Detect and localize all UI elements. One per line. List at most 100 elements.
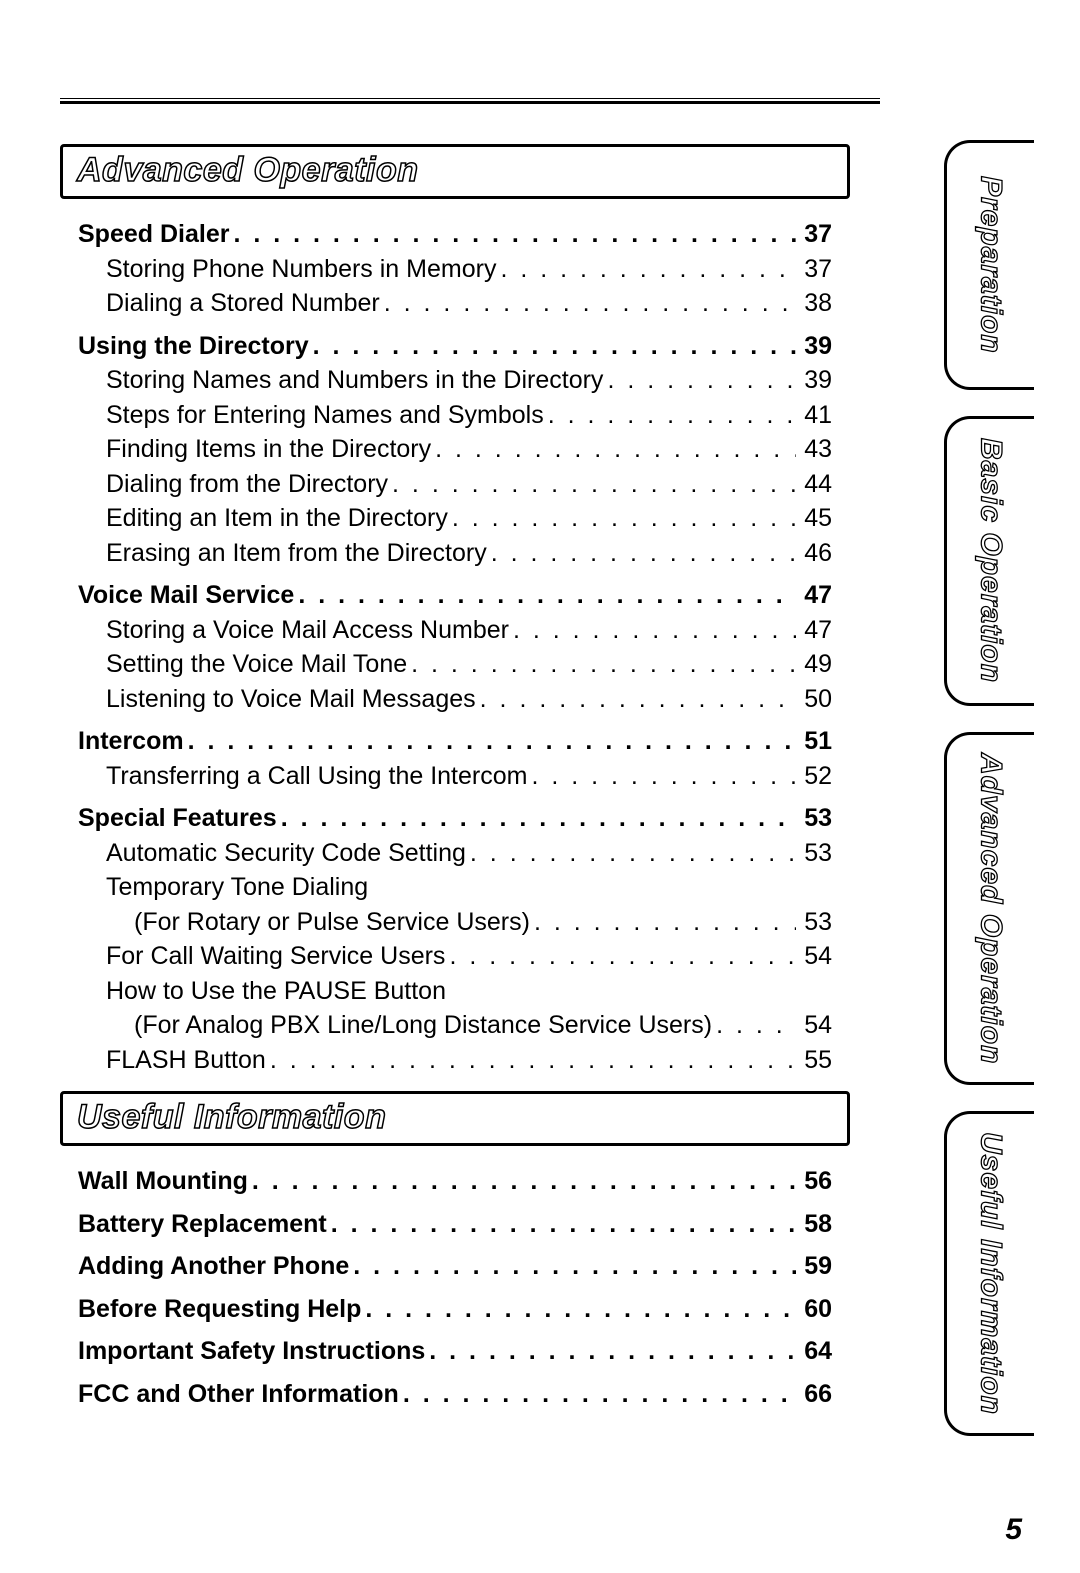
toc-page: 47: [800, 613, 832, 648]
toc-row: Storing Phone Numbers in Memory37: [78, 252, 832, 287]
toc-label: Storing Names and Numbers in the Directo…: [106, 363, 603, 398]
toc-advanced-operation: Speed Dialer 37Storing Phone Numbers in M…: [60, 217, 850, 1077]
toc-row: Finding Items in the Directory 43: [78, 432, 832, 467]
toc-row: Dialing from the Directory 44: [78, 467, 832, 502]
tab-advanced-operation: Advanced Operation: [944, 732, 1034, 1085]
toc-row: Dialing a Stored Number 38: [78, 286, 832, 321]
toc-row: Setting the Voice Mail Tone 49: [78, 647, 832, 682]
toc-row: Intercom51: [78, 724, 832, 759]
toc-label: Wall Mounting: [78, 1164, 248, 1199]
toc-label: Finding Items in the Directory: [106, 432, 431, 467]
toc-leader: [449, 939, 796, 974]
toc-useful-information: Wall Mounting56 Battery Replacement58 Addi…: [60, 1164, 850, 1411]
section-title: Advanced Operation: [77, 151, 833, 190]
toc-label: Storing a Voice Mail Access Number: [106, 613, 509, 648]
toc-label: Speed Dialer: [78, 217, 229, 252]
toc-leader: [470, 836, 796, 871]
toc-row: Battery Replacement58: [78, 1207, 832, 1242]
toc-page: 43: [800, 432, 832, 467]
toc-leader: [298, 578, 796, 613]
toc-row: Using the Directory39: [78, 329, 832, 364]
toc-page: 64: [800, 1334, 832, 1369]
toc-page: 52: [800, 759, 832, 794]
toc-row: Storing Names and Numbers in the Directo…: [78, 363, 832, 398]
toc-page: 58: [800, 1207, 832, 1242]
toc-leader: [353, 1249, 796, 1284]
tab-label: Preparation: [974, 176, 1008, 354]
toc-leader: [531, 759, 796, 794]
toc-label: Editing an Item in the Directory: [106, 501, 448, 536]
toc-label: Erasing an Item from the Directory: [106, 536, 487, 571]
toc-leader: [252, 1164, 796, 1199]
toc-leader: [513, 613, 796, 648]
toc-label: Special Features: [78, 801, 277, 836]
tab-label: Basic Operation: [974, 438, 1008, 683]
main-content: Advanced Operation Speed Dialer37Storing…: [60, 144, 850, 1411]
toc-label: (For Analog PBX Line/Long Distance Servi…: [134, 1008, 712, 1043]
toc-label: Transferring a Call Using the Intercom: [106, 759, 527, 794]
toc-leader: [384, 286, 796, 321]
toc-page: 49: [800, 647, 832, 682]
tab-basic-operation: Basic Operation: [944, 416, 1034, 706]
toc-leader: [491, 536, 796, 571]
toc-page: 37: [800, 217, 832, 252]
toc-leader: [270, 1043, 796, 1078]
toc-label: Automatic Security Code Setting: [106, 836, 466, 871]
toc-row: Before Requesting Help 60: [78, 1292, 832, 1327]
toc-leader: [435, 432, 796, 467]
section-title: Useful Information: [77, 1098, 833, 1137]
toc-leader: [500, 252, 796, 287]
toc-row: For Call Waiting Service Users 54: [78, 939, 832, 974]
toc-label: (For Rotary or Pulse Service Users): [134, 905, 530, 940]
toc-row: Listening to Voice Mail Messages50: [78, 682, 832, 717]
toc-row: Wall Mounting56: [78, 1164, 832, 1199]
toc-row: Steps for Entering Names and Symbols41: [78, 398, 832, 433]
toc-leader: [429, 1334, 796, 1369]
toc-leader: [403, 1377, 796, 1412]
toc-page: 54: [800, 939, 832, 974]
toc-row: (For Rotary or Pulse Service Users) 53: [78, 905, 832, 940]
toc-row: Automatic Security Code Setting 53: [78, 836, 832, 871]
toc-row: FCC and Other Information66: [78, 1377, 832, 1412]
toc-label: For Call Waiting Service Users: [106, 939, 445, 974]
toc-page: 53: [800, 801, 832, 836]
toc-leader: [331, 1207, 796, 1242]
toc-label: Steps for Entering Names and Symbols: [106, 398, 544, 433]
toc-label: Setting the Voice Mail Tone: [106, 647, 407, 682]
toc-page: 45: [800, 501, 832, 536]
tab-label: Useful Information: [974, 1132, 1008, 1415]
toc-page: 66: [800, 1377, 832, 1412]
toc-label: Voice Mail Service: [78, 578, 294, 613]
section-heading-advanced-operation: Advanced Operation: [60, 144, 850, 199]
tab-preparation: Preparation: [944, 140, 1034, 390]
toc-leader: [188, 724, 797, 759]
toc-row: Voice Mail Service47: [78, 578, 832, 613]
toc-leader: [365, 1292, 796, 1327]
toc-row: FLASH Button55: [78, 1043, 832, 1078]
toc-page: 38: [800, 286, 832, 321]
toc-leader: [716, 1008, 796, 1043]
toc-page: 53: [800, 836, 832, 871]
toc-label: Listening to Voice Mail Messages: [106, 682, 476, 717]
tab-useful-information: Useful Information: [944, 1111, 1034, 1436]
toc-label: Dialing a Stored Number: [106, 286, 380, 321]
toc-label: Before Requesting Help: [78, 1292, 361, 1327]
toc-leader: [480, 682, 797, 717]
toc-label: Dialing from the Directory: [106, 467, 388, 502]
toc-page: 44: [800, 467, 832, 502]
toc-page: 60: [800, 1292, 832, 1327]
side-tabs: Preparation Basic Operation Advanced Ope…: [944, 140, 1034, 1436]
toc-label: Temporary Tone Dialing: [106, 870, 368, 905]
toc-leader: [607, 363, 796, 398]
toc-leader: [233, 217, 796, 252]
toc-label: Intercom: [78, 724, 184, 759]
section-heading-useful-information: Useful Information: [60, 1091, 850, 1146]
page: Advanced Operation Speed Dialer37Storing…: [0, 0, 1080, 1573]
toc-row: Transferring a Call Using the Intercom 52: [78, 759, 832, 794]
toc-row: Storing a Voice Mail Access Number 47: [78, 613, 832, 648]
toc-label: Adding Another Phone: [78, 1249, 349, 1284]
toc-page: 53: [800, 905, 832, 940]
toc-row: (For Analog PBX Line/Long Distance Servi…: [78, 1008, 832, 1043]
toc-leader: [452, 501, 796, 536]
toc-row: How to Use the PAUSE Button: [78, 974, 832, 1009]
